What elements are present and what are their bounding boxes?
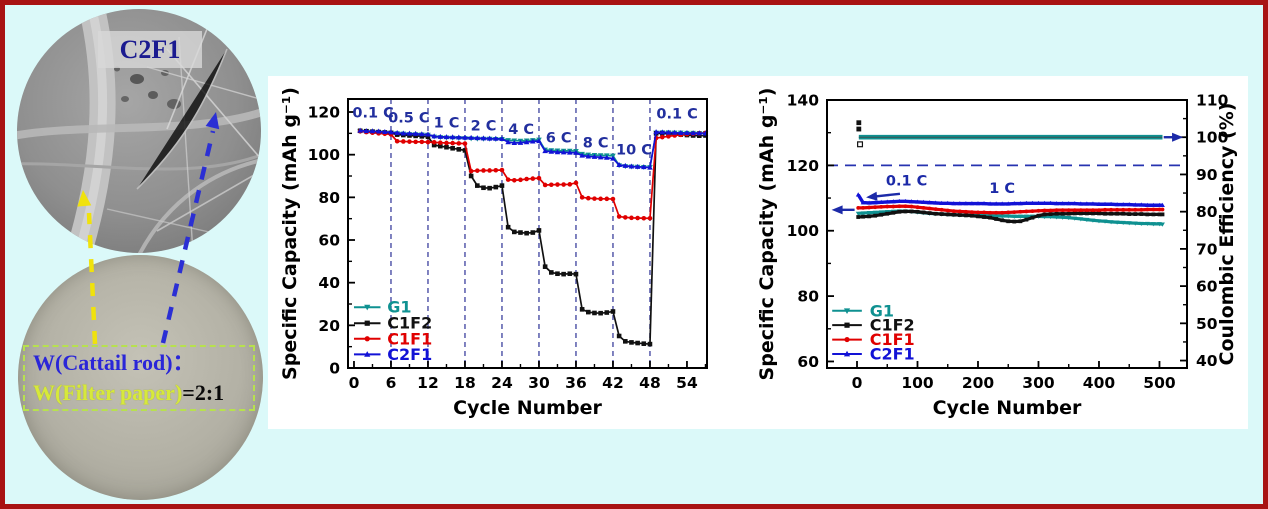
svg-text:42: 42 — [602, 374, 624, 392]
svg-text:18: 18 — [454, 374, 476, 392]
svg-text:Specific Capacity (mAh g⁻¹): Specific Capacity (mAh g⁻¹) — [279, 87, 301, 380]
svg-text:Cycle Number: Cycle Number — [453, 397, 602, 419]
svg-text:G1: G1 — [870, 301, 894, 320]
svg-text:Specific Capacity (mAh g⁻¹): Specific Capacity (mAh g⁻¹) — [756, 88, 778, 381]
cycling-stability-chart: 0 100 200 300 400 500 60 80 100 120 140 40 50 60 70 80 9… — [756, 88, 1238, 419]
svg-text:54: 54 — [676, 374, 698, 392]
svg-text:10 C: 10 C — [616, 143, 652, 159]
svg-text:110: 110 — [1196, 92, 1229, 110]
svg-text:C1F1: C1F1 — [870, 330, 915, 349]
sem-image: C2F1 — [17, 9, 261, 253]
svg-text:0: 0 — [349, 374, 360, 392]
svg-text:120: 120 — [787, 157, 820, 175]
svg-text:6 C: 6 C — [546, 131, 572, 147]
svg-text:0.1 C: 0.1 C — [656, 106, 697, 122]
svg-text:70: 70 — [1196, 240, 1218, 258]
svg-text:30: 30 — [528, 374, 550, 392]
svg-text:24: 24 — [491, 374, 513, 392]
svg-text:0.5 C: 0.5 C — [388, 111, 429, 127]
svg-text:1 C: 1 C — [434, 115, 460, 131]
ratio-line1: W(Cattail rod)： — [33, 350, 195, 375]
svg-text:1 C: 1 C — [989, 181, 1015, 197]
svg-text:100: 100 — [901, 374, 934, 392]
svg-text:120: 120 — [308, 104, 341, 122]
ratio-line2-black: =2:1 — [182, 380, 225, 405]
svg-text:6: 6 — [386, 374, 397, 392]
svg-text:12: 12 — [417, 374, 439, 392]
svg-text:36: 36 — [565, 374, 587, 392]
svg-text:4 C: 4 C — [508, 122, 534, 138]
svg-text:Cycle Number: Cycle Number — [933, 397, 1082, 419]
svg-text:100: 100 — [308, 146, 341, 164]
svg-text:0.1 C: 0.1 C — [352, 105, 393, 121]
svg-text:100: 100 — [787, 222, 820, 240]
svg-text:C2F1: C2F1 — [870, 344, 915, 363]
svg-text:0.1 C: 0.1 C — [886, 174, 927, 190]
svg-text:Coulombic Efficiency (%): Coulombic Efficiency (%) — [1216, 103, 1238, 366]
svg-text:G1: G1 — [387, 298, 411, 317]
svg-text:48: 48 — [639, 374, 661, 392]
svg-text:20: 20 — [318, 317, 340, 335]
svg-text:C2F1: C2F1 — [387, 345, 432, 364]
ratio-annotation-box: W(Cattail rod)： W(Filter paper)=2:1 — [23, 345, 255, 411]
svg-text:80: 80 — [797, 288, 819, 306]
svg-text:500: 500 — [1143, 374, 1176, 392]
svg-text:60: 60 — [797, 353, 819, 371]
svg-text:40: 40 — [1196, 352, 1218, 370]
svg-text:0: 0 — [852, 374, 863, 392]
svg-text:C1F2: C1F2 — [387, 314, 432, 333]
svg-text:C1F1: C1F1 — [387, 329, 432, 348]
svg-text:8 C: 8 C — [583, 135, 609, 151]
rate-capability-chart: 0 6 12 18 24 30 36 42 48 54 0 20 40 60 80 100 120 Cycle N… — [279, 87, 709, 419]
svg-text:50: 50 — [1196, 315, 1218, 333]
svg-text:90: 90 — [1196, 166, 1218, 184]
svg-text:400: 400 — [1083, 374, 1116, 392]
svg-text:60: 60 — [1196, 278, 1218, 296]
svg-text:60: 60 — [318, 232, 340, 250]
svg-text:C1F2: C1F2 — [870, 316, 915, 335]
membrane-photo — [18, 255, 263, 500]
svg-text:300: 300 — [1022, 374, 1055, 392]
svg-text:140: 140 — [787, 92, 820, 110]
svg-text:200: 200 — [962, 374, 995, 392]
ratio-line2-green: W(Filter paper) — [33, 380, 183, 405]
svg-text:80: 80 — [318, 189, 340, 207]
svg-text:0: 0 — [329, 360, 340, 378]
svg-text:80: 80 — [1196, 203, 1218, 221]
svg-text:2 C: 2 C — [471, 119, 497, 135]
svg-text:100: 100 — [1196, 129, 1229, 147]
svg-text:40: 40 — [318, 274, 340, 292]
sem-sample-label: C2F1 — [98, 31, 202, 68]
